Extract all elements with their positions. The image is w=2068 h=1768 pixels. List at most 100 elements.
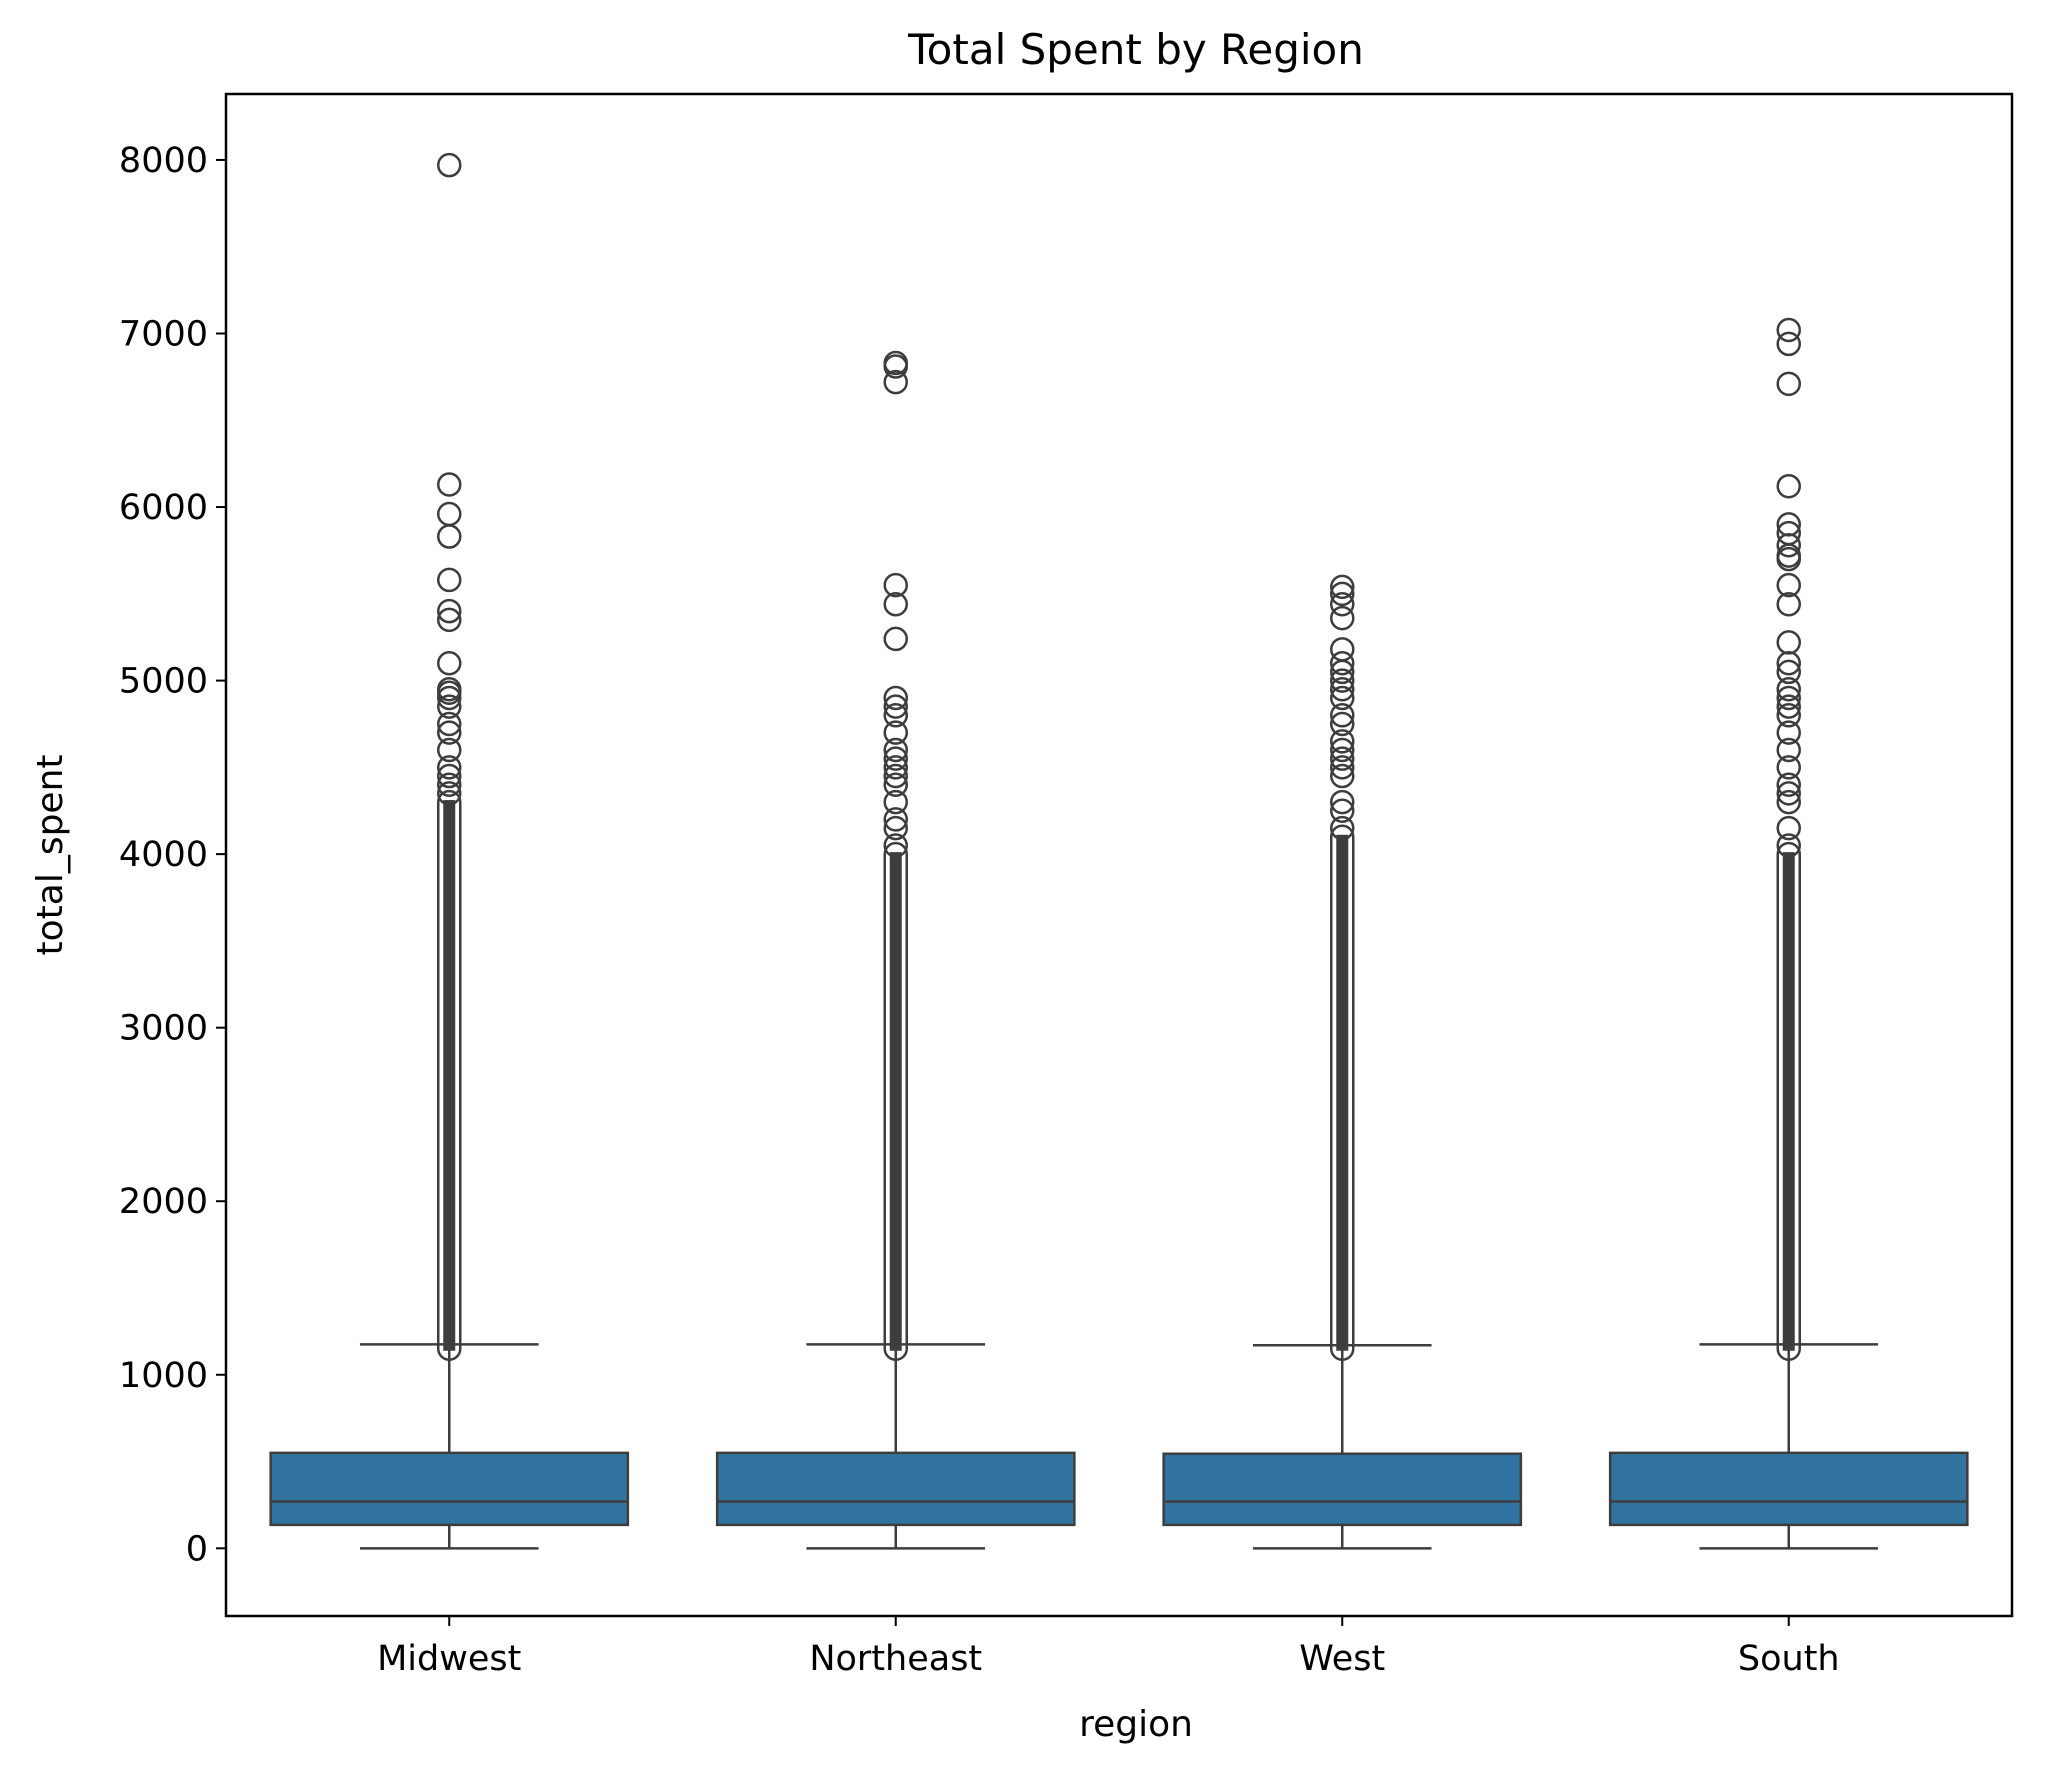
outlier-point <box>1330 685 1355 711</box>
y-axis: 0 1000 2000 3000 4000 5000 6000 7000 8000 <box>119 141 226 1569</box>
outlier-point <box>1330 755 1355 780</box>
dense-outlier-fill <box>1336 834 1349 1351</box>
iqr-box <box>269 1451 630 1527</box>
outlier-point <box>437 598 462 624</box>
y-axis-label: total_spent <box>30 754 71 955</box>
outlier-point <box>1776 520 1801 546</box>
outlier-point <box>883 703 908 728</box>
outlier-point <box>1776 371 1801 397</box>
outlier-point <box>1776 720 1801 745</box>
outlier-point <box>1330 677 1355 702</box>
outlier-point <box>1330 668 1355 693</box>
y-tick-label: 0 <box>186 1529 208 1569</box>
x-tick-label: Northeast <box>809 1639 982 1679</box>
y-tick-label: 4000 <box>119 835 208 875</box>
outlier-point <box>1330 789 1355 815</box>
outlier-point <box>883 833 908 858</box>
plot-area <box>269 152 1969 1550</box>
outlier-point <box>1330 763 1355 789</box>
outlier-point <box>1776 473 1801 499</box>
y-tick-label: 1000 <box>119 1356 208 1396</box>
x-tick-label: Midwest <box>377 1639 521 1679</box>
outlier-point <box>1330 815 1355 841</box>
x-axis-label: region <box>1079 1704 1193 1745</box>
outlier-point <box>437 472 462 497</box>
outlier-point <box>1776 685 1801 711</box>
outlier-point <box>437 501 462 527</box>
outlier-point <box>437 720 462 745</box>
dense-outlier-band <box>1776 841 1801 1361</box>
outlier-point <box>1330 746 1355 771</box>
outlier-point <box>883 772 908 797</box>
dense-outlier-fill <box>1782 852 1795 1351</box>
outlier-point <box>1776 512 1801 537</box>
outlier-point <box>437 711 462 737</box>
outlier-point <box>883 789 908 815</box>
y-tick-label: 3000 <box>119 1009 208 1049</box>
outlier-point <box>883 807 908 832</box>
outlier-point <box>883 572 908 598</box>
outlier-point <box>437 677 462 702</box>
box-group-northeast <box>715 350 1076 1550</box>
outlier-point <box>883 815 908 841</box>
dense-outlier-band <box>437 789 462 1361</box>
outlier-point <box>437 607 462 633</box>
outlier-point <box>1776 789 1801 815</box>
y-tick-label: 5000 <box>119 662 208 702</box>
outlier-point <box>883 737 908 763</box>
box-group-midwest <box>269 152 630 1550</box>
outlier-point <box>883 350 908 376</box>
outlier-point <box>1776 591 1801 617</box>
outlier-point <box>1330 711 1355 737</box>
outlier-point <box>883 591 908 617</box>
iqr-box <box>715 1451 1076 1527</box>
outlier-point <box>883 746 908 771</box>
outlier-point <box>437 737 462 763</box>
y-tick-label: 2000 <box>119 1182 208 1222</box>
outlier-point <box>1776 659 1801 685</box>
outlier-point <box>883 685 908 711</box>
outlier-point <box>883 694 908 719</box>
outlier-point <box>1330 591 1355 617</box>
outlier-point <box>1330 737 1355 763</box>
outlier-point <box>1330 703 1355 728</box>
outlier-point <box>1776 833 1801 858</box>
dense-outlier-band <box>1330 824 1355 1361</box>
outlier-point <box>437 755 462 780</box>
outlier-point <box>1776 755 1801 780</box>
box-group-south <box>1608 317 1969 1550</box>
outlier-point <box>883 763 908 789</box>
outlier-point <box>437 772 462 797</box>
x-axis: Midwest Northeast West South <box>377 1616 1840 1679</box>
box-group-west <box>1162 574 1523 1550</box>
outlier-point <box>1330 605 1355 631</box>
x-tick-label: South <box>1738 1639 1840 1679</box>
outlier-point <box>1330 581 1355 607</box>
outlier-point <box>1776 781 1801 806</box>
iqr-box <box>1608 1451 1969 1527</box>
dense-outlier-band <box>883 841 908 1361</box>
outlier-point <box>437 781 462 806</box>
outlier-point <box>883 626 908 652</box>
y-tick-label: 7000 <box>119 314 208 354</box>
iqr-box <box>1162 1452 1523 1527</box>
outlier-point <box>1330 637 1355 662</box>
chart-title: Total Spent by Region <box>907 25 1364 74</box>
outlier-point <box>1776 630 1801 655</box>
outlier-point <box>883 755 908 780</box>
outlier-point <box>883 369 908 395</box>
outlier-point <box>437 567 462 593</box>
outlier-point <box>1776 772 1801 797</box>
outlier-point <box>1776 815 1801 841</box>
outlier-point <box>437 650 462 676</box>
outlier-point <box>437 694 462 719</box>
y-tick-label: 8000 <box>119 141 208 181</box>
outlier-point <box>1330 729 1355 754</box>
outlier-point <box>1330 574 1355 600</box>
outlier-point <box>1330 798 1355 823</box>
y-tick-label: 6000 <box>119 488 208 528</box>
outlier-point <box>437 763 462 789</box>
outlier-point <box>883 720 908 745</box>
outlier-point <box>437 152 462 178</box>
